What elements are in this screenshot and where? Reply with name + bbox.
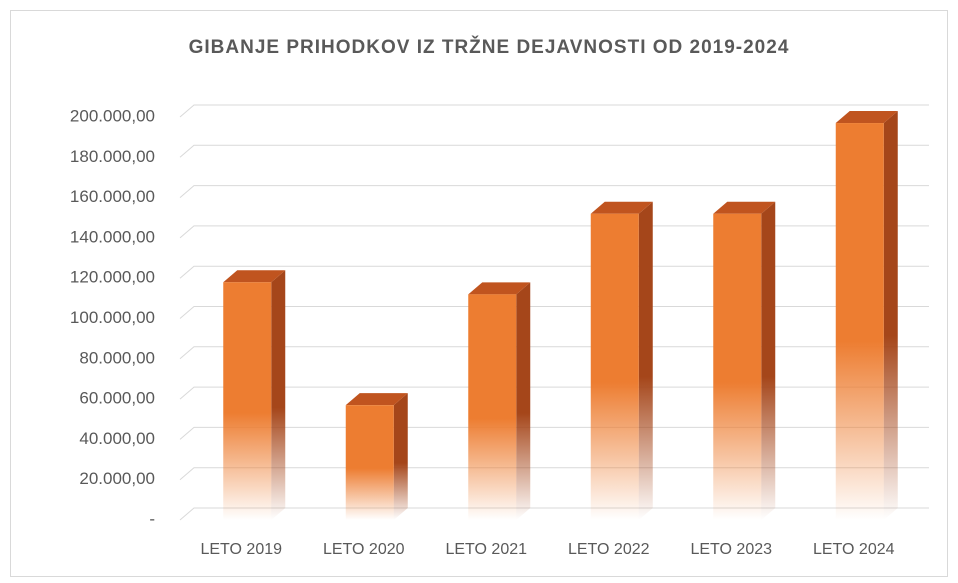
grid-line — [179, 507, 929, 521]
x-tick-label: LETO 2020 — [323, 541, 405, 558]
y-tick-label: 200.000,00 — [70, 106, 155, 125]
x-tick-label: LETO 2024 — [813, 541, 895, 558]
y-tick-label: 20.000,00 — [79, 469, 155, 488]
grid-line — [179, 185, 929, 198]
bar — [835, 111, 898, 521]
bar-top — [223, 270, 286, 283]
y-tick-label: - — [149, 509, 155, 528]
grid-line — [179, 144, 929, 158]
bar-side — [393, 393, 408, 520]
y-tick-label: 140.000,00 — [70, 227, 155, 246]
grid-line — [179, 225, 929, 239]
y-tick-label: 80.000,00 — [79, 348, 155, 367]
x-tick-label: LETO 2022 — [568, 541, 650, 558]
bar-front — [468, 294, 517, 520]
x-tick-label: LETO 2019 — [200, 541, 282, 558]
y-tick-label: 120.000,00 — [70, 268, 155, 287]
grid-line — [179, 104, 929, 118]
grid-line — [179, 265, 929, 279]
bar-front — [835, 123, 884, 521]
grid-line — [179, 426, 929, 440]
y-tick-label: 60.000,00 — [79, 389, 155, 408]
bar-top — [590, 201, 653, 214]
bar-top — [345, 393, 408, 406]
bar — [468, 282, 531, 520]
grid-line — [179, 467, 929, 481]
grid-line — [179, 306, 929, 319]
x-tick-label: LETO 2023 — [690, 541, 772, 558]
bar-front — [713, 213, 762, 520]
y-tick-label: 180.000,00 — [70, 147, 155, 166]
bar-front — [223, 282, 272, 520]
bar-top — [468, 282, 531, 295]
y-tick-label: 160.000,00 — [70, 187, 155, 206]
bar — [590, 201, 653, 520]
y-tick-label: 100.000,00 — [70, 308, 155, 327]
y-tick-label: 40.000,00 — [79, 429, 155, 448]
bar-top — [835, 111, 898, 124]
bar-front — [345, 405, 394, 520]
grid-line — [179, 346, 929, 360]
bar — [713, 201, 776, 520]
bar-side — [761, 201, 776, 520]
grid-line — [179, 386, 929, 400]
bar-front — [590, 213, 639, 520]
bar-side — [638, 201, 653, 520]
bar-top — [713, 201, 776, 214]
bar — [223, 270, 286, 520]
bar — [345, 393, 408, 520]
bar-side — [271, 270, 286, 520]
bar-side — [883, 111, 898, 521]
chart-title: GIBANJE PRIHODKOV IZ TRŽNE DEJAVNOSTI OD… — [189, 36, 790, 58]
x-tick-label: LETO 2021 — [445, 541, 527, 558]
bar-side — [516, 282, 531, 520]
